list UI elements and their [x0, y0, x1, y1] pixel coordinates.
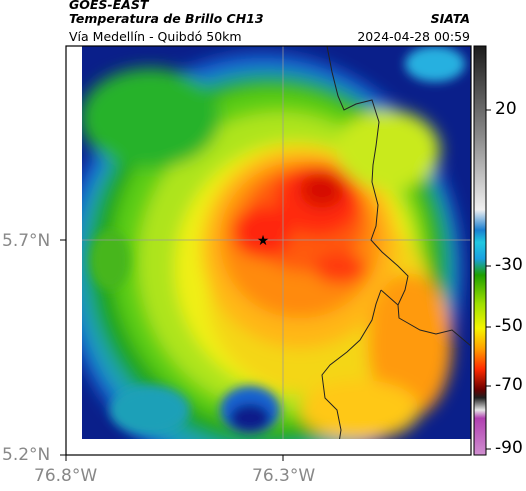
star-icon: ★ [257, 233, 270, 249]
plot-frame [65, 45, 472, 456]
colorbar [474, 46, 486, 455]
bottom-margin [66, 439, 471, 455]
department-border-south [321, 289, 382, 455]
border-junction [380, 289, 399, 306]
colorbar-label-minus-90: -90 [495, 438, 523, 458]
colorbar-frame [473, 45, 487, 456]
colorbar-label-minus-30: -30 [495, 255, 523, 275]
agency-label: SIATA [430, 11, 470, 26]
lon-label-76-3: 76.3°W [252, 466, 316, 486]
colorbar-label-minus-70: -70 [495, 375, 523, 395]
axis-ticks [60, 239, 284, 461]
satellite-name: GOES-EAST [69, 0, 149, 12]
lat-label-5-2: 5.2°N [2, 445, 51, 465]
region-subtitle: Vía Medellín - Quibdó 50km [69, 29, 242, 44]
department-border-east [326, 46, 471, 347]
colorbar-label-minus-50: -50 [495, 316, 523, 336]
left-margin [66, 46, 82, 455]
lon-label-76-8: 76.8°W [34, 466, 98, 486]
colorbar-ticks [486, 109, 491, 450]
brightness-temperature-field: ★ [66, 46, 471, 455]
colorbar-label-20: 20 [495, 99, 517, 119]
lat-label-5-7: 5.7°N [2, 231, 51, 251]
product-title: Temperatura de Brillo CH13 [69, 11, 264, 26]
datetime-label: 2024-04-28 00:59 [357, 29, 470, 44]
